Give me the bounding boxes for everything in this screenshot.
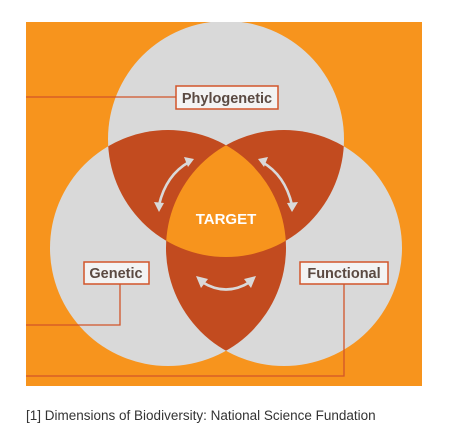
functional-label: Functional xyxy=(299,261,389,285)
figure-caption: [1] Dimensions of Biodiversity: National… xyxy=(26,408,376,423)
arrow-left-upper xyxy=(154,157,194,212)
arrow-right-upper xyxy=(258,157,298,212)
genetic-label-text: Genetic xyxy=(89,266,142,282)
functional-label-text: Functional xyxy=(307,266,380,282)
genetic-label: Genetic xyxy=(83,261,150,285)
biodiversity-venn-diagram: Phylogenetic Genetic Functional TARGET xyxy=(26,22,422,386)
phylogenetic-label-text: Phylogenetic xyxy=(182,91,272,107)
functional-connector-line xyxy=(26,284,345,377)
target-label: TARGET xyxy=(196,211,257,228)
phylogenetic-label: Phylogenetic xyxy=(175,85,279,110)
venn-svg: Phylogenetic Genetic Functional TARGET xyxy=(26,22,422,386)
genetic-connector-line xyxy=(26,284,121,326)
arrow-bottom xyxy=(196,276,256,291)
